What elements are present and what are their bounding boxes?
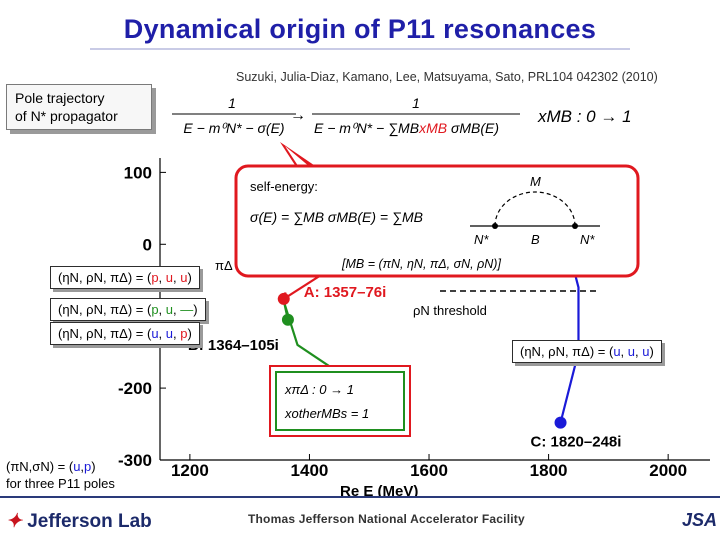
legend-green-dash-prefix: (ηN, ρN, πΔ) = (	[58, 302, 152, 317]
title-divider	[90, 48, 630, 50]
jefferson-lab-logo: ✦ Jefferson Lab	[6, 510, 152, 533]
legend-green-dash: (ηN, ρN, πΔ) = (p, u, —)	[50, 298, 206, 321]
y-tick-label: -300	[118, 451, 152, 470]
self-energy-box: self-energy: σ(E) = ∑MB σMB(E) = ∑MB M B…	[234, 164, 640, 278]
bottom-note-prefix: (πN,σN) = (	[6, 459, 74, 474]
legend-green-dash-b: u	[165, 302, 174, 317]
diagram-vertex-right	[572, 223, 578, 229]
self-energy-equation: σ(E) = ∑MB σMB(E) = ∑MB	[250, 209, 423, 226]
bottom-note-b: p	[84, 459, 92, 474]
page-title: Dynamical origin of P11 resonances	[123, 14, 597, 44]
legend-green: (ηN, ρN, πΔ) = (u, u, p)	[50, 322, 200, 345]
legend-green-dash-a: p	[151, 302, 159, 317]
diagram-meson-loop	[494, 191, 576, 227]
diagram-baryon: B	[531, 232, 540, 247]
lhs-numerator: 1	[228, 95, 236, 111]
rhs-denominator: E − m⁰N* − ∑MBxMB σMB(E)	[314, 120, 499, 137]
legend-green-suffix: )	[187, 326, 192, 341]
legend-blue: (ηN, ρN, πΔ) = (u, u, u)	[512, 340, 662, 363]
footer-bar	[0, 496, 720, 540]
legend-red-suffix: )	[187, 270, 192, 285]
legend-red-a: p	[151, 270, 159, 285]
bottom-note-line2: for three P11 poles	[6, 476, 115, 491]
x-box-inner	[275, 371, 405, 431]
citation: Suzuki, Julia-Diaz, Kamano, Lee, Matsuya…	[236, 70, 658, 84]
legend-blue-prefix: (ηN, ρN, πΔ) = (	[520, 344, 614, 359]
legend-red-c: u	[180, 270, 188, 285]
threshold-label: ρN threshold	[413, 303, 487, 318]
rhs-den-x: xMB	[418, 120, 447, 136]
legend-red-b: u	[165, 270, 174, 285]
mb-channel-set: [MB = (πN, ηN, πΔ, σN, ρN)]	[341, 257, 501, 271]
pole-marker	[281, 313, 294, 326]
threshold-layer: πΔ ρN threshold	[215, 258, 600, 318]
legend-green-dash-suffix: )	[193, 302, 198, 317]
legend-blue-b: u	[627, 344, 636, 359]
pole-label-line2: of N* propagator	[15, 108, 118, 124]
rhs-numerator: 1	[412, 95, 420, 111]
legend-green-dash-c: —	[180, 302, 194, 317]
legend-green-prefix: (ηN, ρN, πΔ) = (	[58, 326, 152, 341]
threshold-label: πΔ	[215, 258, 233, 273]
y-tick-label: -200	[118, 379, 152, 398]
x-tick-label: 2000	[649, 461, 687, 480]
legend-red-prefix: (ηN, ρN, πΔ) = (	[58, 270, 152, 285]
rhs-den-end: σMB(E)	[447, 120, 499, 136]
x-tick-label: 1800	[530, 461, 568, 480]
formula-arrow: →	[290, 107, 306, 124]
pole-label: B: 1364–105i	[188, 337, 279, 354]
x-axis-label: Re E (MeV)	[340, 483, 418, 500]
diagram-n-star-right: N*	[580, 232, 595, 247]
diagram-n-star-left: N*	[474, 232, 489, 247]
jlab-mark-icon: ✦	[6, 511, 22, 532]
pole-label: C: 1820–248i	[531, 434, 622, 451]
x-tick-label: 1200	[171, 461, 209, 480]
pole-label: A: 1357–76i	[304, 284, 387, 301]
legend-green-c: p	[180, 326, 188, 341]
x-tick-label: 1400	[291, 461, 329, 480]
bottom-note: (πN,σN) = (u,p) for three P11 poles	[6, 458, 115, 492]
lhs-denominator: E − m⁰N* − σ(E)	[183, 120, 284, 136]
x-tick-label: 1600	[410, 461, 448, 480]
legend-blue-a: u	[613, 344, 621, 359]
propagator-formula: 1 E − m⁰N* − σ(E) → 1 E − m⁰N* − ∑MBxMB …	[172, 95, 632, 137]
pole-trajectory-label: Pole trajectory of N* propagator	[6, 84, 152, 130]
jefferson-lab-name: Jefferson Lab	[27, 511, 152, 532]
y-tick-label: 0	[143, 235, 152, 254]
x-box-line1: xπΔ : 0 → 1	[284, 382, 354, 397]
diagram-meson: M	[530, 174, 541, 189]
self-energy-frame	[234, 164, 640, 278]
legend-blue-suffix: )	[649, 344, 654, 359]
tick-layer: 1200 1400 1600 1800 2000 100 0 -200 -300	[118, 163, 687, 480]
legend-green-b: u	[165, 326, 174, 341]
pole-layer: A: 1357–76i B: 1364–105i C: 1820–248i	[188, 284, 622, 451]
jsa-logo: JSA	[682, 510, 718, 530]
legend-red: (ηN, ρN, πΔ) = (p, u, u)	[50, 266, 200, 289]
x-switch-box: xπΔ : 0 → 1 xotherMBs = 1	[269, 365, 411, 437]
legend-blue-c: u	[642, 344, 650, 359]
pole-marker	[277, 292, 290, 305]
x-rule: xMB : 0 → 1	[537, 107, 632, 126]
y-tick-label: 100	[124, 163, 152, 182]
x-box-line2: xotherMBs = 1	[284, 406, 369, 421]
diagram-vertex-left	[492, 223, 498, 229]
facility-name: Thomas Jefferson National Accelerator Fa…	[248, 512, 525, 526]
legend-green-a: u	[151, 326, 159, 341]
bottom-note-line1: (πN,σN) = (u,p)	[6, 459, 96, 474]
pole-label-line1: Pole trajectory	[15, 90, 105, 106]
bottom-note-suffix: )	[91, 459, 96, 474]
self-energy-label: self-energy:	[250, 179, 318, 194]
pole-marker	[554, 416, 567, 429]
rhs-den-start: E − m⁰N* − ∑MB	[314, 120, 419, 137]
bottom-note-a: u	[73, 459, 81, 474]
